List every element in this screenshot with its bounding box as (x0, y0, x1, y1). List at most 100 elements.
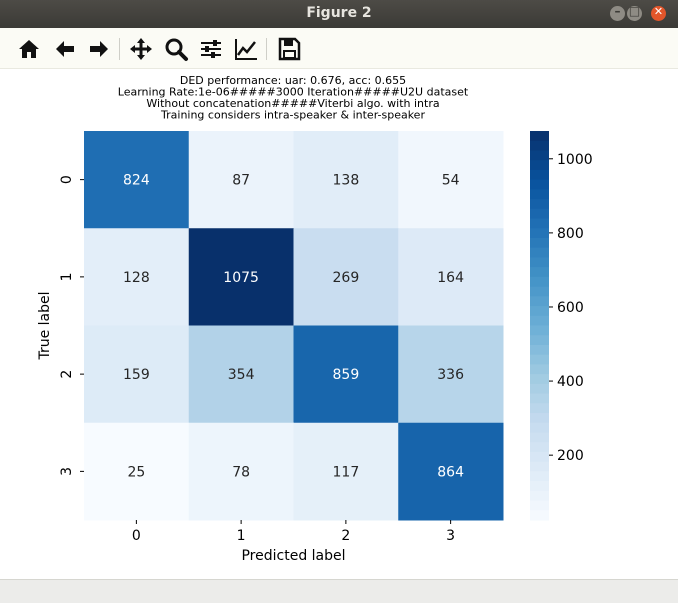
cell-value-label: 25 (127, 464, 145, 480)
colorbar-segment (530, 267, 549, 278)
colorbar-segment (530, 325, 549, 336)
x-tick-label: 0 (132, 528, 141, 544)
heatmap-cell (398, 325, 504, 424)
y-tick-label: 0 (59, 175, 75, 184)
heatmap-cell (188, 228, 294, 326)
colorbar-segment (530, 286, 549, 297)
colorbar-segment (530, 179, 549, 190)
y-tick-label: 3 (59, 467, 75, 476)
figure-canvas: DED performance: uar: 0.676, acc: 0.655 L… (0, 69, 678, 579)
title-line: Without concatenation#####Viterbi algo. … (146, 97, 439, 110)
colorbar-tick-label: 400 (557, 374, 584, 390)
heatmap-cell (293, 422, 399, 521)
colorbar-segment (530, 131, 549, 142)
title-line: Learning Rate:1e-06#####3000 Iteration##… (118, 86, 469, 99)
colorbar-segment (530, 169, 549, 181)
colorbar-tick-label: 1000 (557, 152, 593, 168)
colorbar-segment (530, 160, 549, 171)
colorbar-segment (530, 237, 549, 249)
colorbar-segment (530, 354, 549, 365)
colorbar-tick-label: 800 (557, 226, 584, 242)
colorbar-segment (530, 471, 549, 482)
configure-subplots-icon[interactable] (198, 36, 224, 62)
status-bar (0, 579, 678, 603)
heatmap-cell (293, 325, 399, 424)
colorbar-segment (530, 432, 549, 443)
colorbar-segment (530, 403, 549, 414)
edit-axis-icon[interactable] (233, 36, 259, 62)
colorbar-segment (530, 383, 549, 395)
x-axis-label: Predicted label (241, 548, 345, 564)
colorbar-segment (530, 247, 549, 259)
cell-value-label: 864 (437, 464, 464, 480)
colorbar-segment (530, 461, 549, 472)
heatmap-cell (398, 422, 504, 521)
x-tick-label: 3 (446, 528, 455, 544)
home-icon[interactable] (16, 36, 42, 62)
heatmap-cell (84, 228, 190, 326)
cell-value-label: 159 (123, 367, 150, 383)
heatmap-cell (293, 131, 399, 229)
colorbar-segment (530, 150, 549, 161)
y-tick-label: 1 (59, 272, 75, 281)
heatmap-cell (84, 325, 190, 424)
colorbar-segment (530, 228, 549, 239)
colorbar-segment (530, 422, 549, 434)
navigation-toolbar (0, 28, 678, 69)
zoom-icon[interactable] (163, 36, 189, 62)
maximize-button[interactable]: □ (627, 4, 642, 21)
cell-value-label: 87 (232, 173, 250, 189)
heatmap-cell (84, 131, 190, 229)
save-icon[interactable] (276, 36, 302, 62)
x-tick-label: 1 (237, 528, 246, 544)
toolbar-separator (119, 38, 120, 60)
colorbar-segment (530, 481, 549, 492)
colorbar-segment (530, 335, 549, 346)
toolbar-separator (266, 38, 267, 60)
title-line: DED performance: uar: 0.676, acc: 0.655 (180, 74, 406, 87)
colorbar-segment (530, 374, 549, 385)
colorbar-segment (530, 500, 549, 511)
window-title: Figure 2 (306, 5, 372, 21)
colorbar-tick-label: 200 (557, 448, 584, 464)
cell-value-label: 336 (437, 367, 464, 383)
colorbar-segment (530, 276, 549, 288)
colorbar-segment (530, 510, 549, 521)
pan-icon[interactable] (128, 36, 154, 62)
heatmap-cell (398, 131, 504, 229)
y-axis-label: True label (37, 291, 53, 360)
cell-value-label: 128 (123, 270, 150, 286)
cell-value-label: 117 (333, 464, 360, 480)
y-tick-label: 2 (59, 370, 75, 379)
colorbar-segment (530, 344, 549, 356)
cell-value-label: 164 (437, 270, 464, 286)
heatmap-cell (398, 228, 504, 326)
colorbar-tick-label: 600 (557, 300, 584, 316)
title-line: Training considers intra-speaker & inter… (160, 109, 425, 122)
heatmap-cell (84, 422, 190, 521)
cell-value-label: 54 (442, 173, 460, 189)
close-button[interactable]: ✕ (651, 5, 666, 21)
cell-value-label: 859 (333, 367, 360, 383)
colorbar-segment (530, 490, 549, 502)
colorbar-segment (530, 393, 549, 404)
heatmap-cell (188, 131, 294, 229)
colorbar-segment (530, 442, 549, 453)
cell-value-label: 78 (232, 464, 250, 480)
title-bar: Figure 2 – □ ✕ (0, 0, 678, 28)
cell-value-label: 269 (333, 270, 360, 286)
cell-value-label: 1075 (223, 270, 259, 286)
x-tick-label: 2 (341, 528, 350, 544)
back-icon[interactable] (52, 36, 78, 62)
confusion-matrix-chart: DED performance: uar: 0.676, acc: 0.655L… (37, 74, 593, 564)
colorbar-segment (530, 413, 549, 424)
colorbar-segment (530, 189, 549, 200)
cell-value-label: 354 (228, 367, 255, 383)
heatmap-cell (188, 422, 294, 521)
colorbar-segment (530, 208, 549, 220)
forward-icon[interactable] (86, 36, 112, 62)
colorbar-segment (530, 257, 549, 268)
heatmap-cell (188, 325, 294, 424)
minimize-button[interactable]: – (610, 4, 625, 21)
